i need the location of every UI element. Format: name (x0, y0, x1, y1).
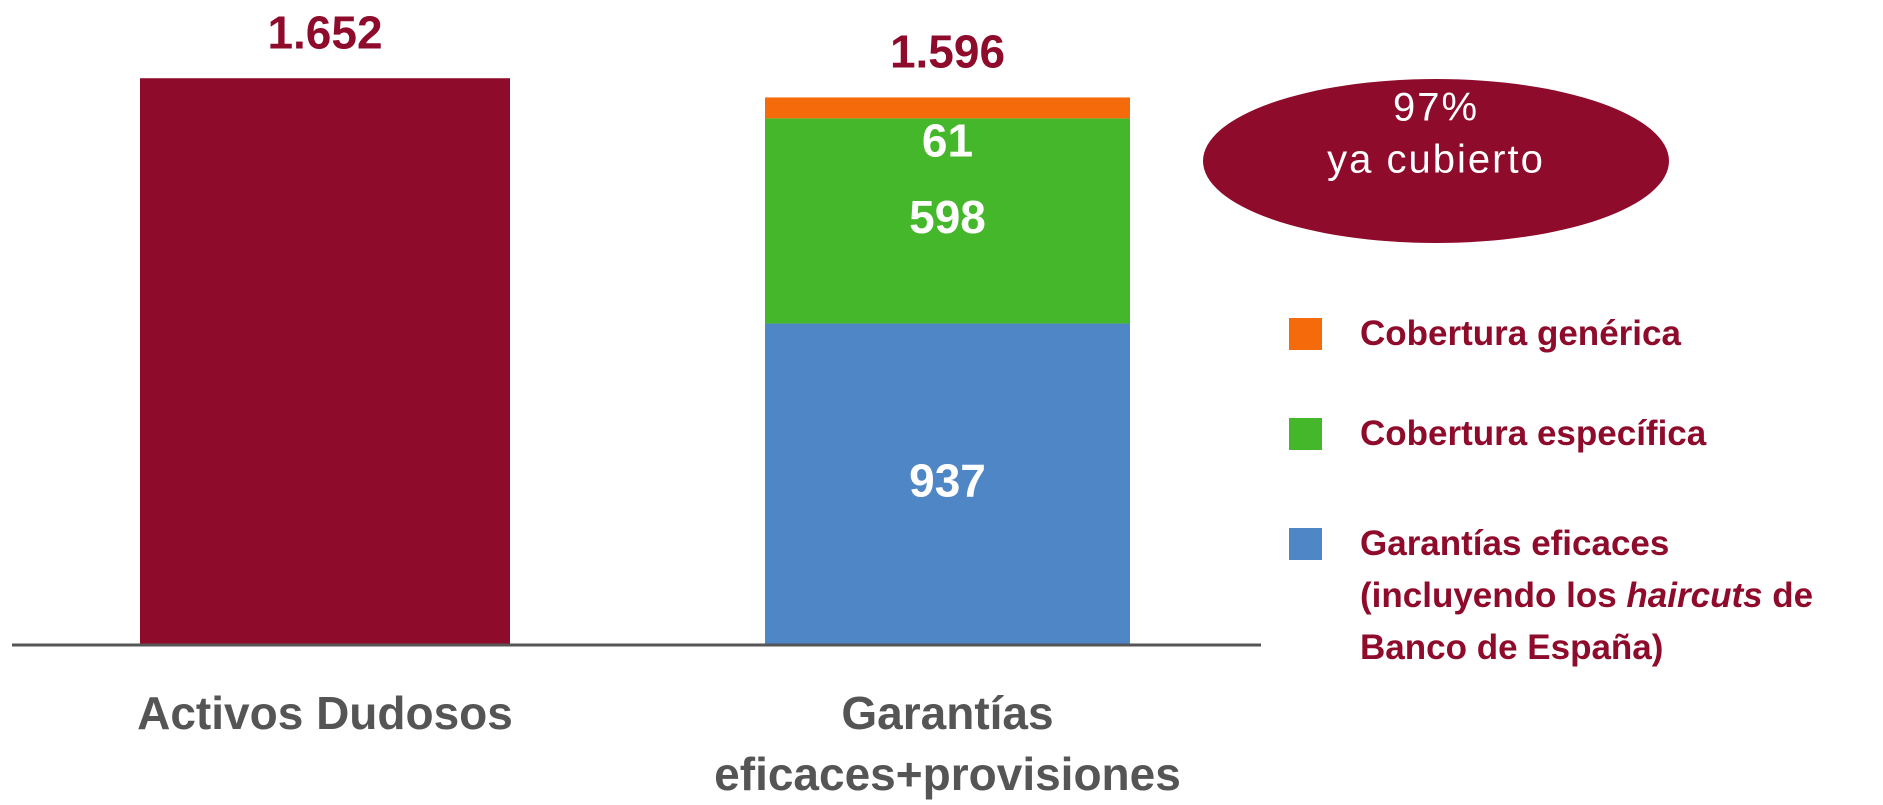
value-label: 937 (909, 454, 986, 506)
annotation-text: 97% (1393, 86, 1479, 130)
legend-text: de Banco de España) (1360, 576, 1814, 667)
legend-text: Cobertura específica (1360, 414, 1707, 453)
legend-entry: Garantías eficaces (incluyendo los hairc… (1289, 524, 1875, 674)
bar-segment (765, 323, 1130, 645)
legend-entry: Cobertura específica (1289, 414, 1875, 460)
legend-label: Cobertura específica (1360, 408, 1875, 460)
bar-segment (765, 118, 1130, 324)
bar-segment (140, 78, 510, 646)
legend-swatch (1289, 418, 1322, 450)
total-label: 1.596 (890, 26, 1005, 78)
annotation-text: ya cubierto (1327, 138, 1545, 182)
x-tick-label: Activos Dudosos (137, 687, 513, 739)
legend-swatch (1289, 528, 1322, 560)
value-label: 61 (922, 115, 973, 167)
bar-segment (765, 97, 1130, 119)
legend-text: Garantías eficaces (incluyendo los (1360, 524, 1670, 615)
value-label: 598 (909, 191, 986, 243)
x-tick-label: Garantías eficaces+provisiones (714, 687, 1181, 800)
legend-text: Cobertura genérica (1360, 314, 1681, 353)
legend-label: Cobertura genérica (1360, 308, 1875, 360)
legend-entry: Cobertura genérica (1289, 314, 1875, 360)
annotation-bubble (1203, 79, 1669, 243)
total-label: 1.652 (267, 6, 382, 58)
legend-swatch (1289, 318, 1322, 350)
legend-label: Garantías eficaces (incluyendo los hairc… (1360, 518, 1875, 674)
legend-text: haircuts (1626, 576, 1763, 615)
